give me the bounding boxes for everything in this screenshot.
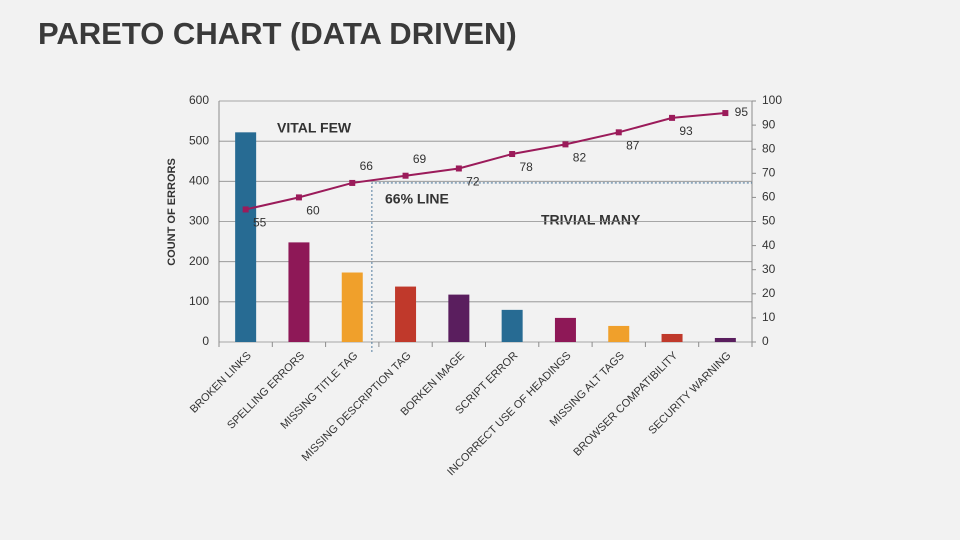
marker (349, 179, 356, 186)
y2-tick-label: 50 (762, 214, 776, 228)
x-tick-label: MISSING DESCRIPTION TAG (300, 350, 414, 464)
marker (455, 165, 462, 172)
bar (341, 272, 363, 342)
y2-tick-label: 10 (762, 310, 776, 324)
y2-tick-label: 20 (762, 286, 776, 300)
bar (608, 325, 630, 342)
line (245, 112, 726, 211)
bar (395, 286, 417, 342)
y2-tick-label: 60 (762, 190, 776, 204)
y2-tick-label: 30 (762, 262, 776, 276)
bar (448, 294, 470, 342)
marker (562, 141, 569, 148)
y-tick-label: 300 (189, 214, 209, 228)
chart-title: PARETO CHART (DATA DRIVEN) (38, 16, 517, 51)
marker (242, 206, 249, 213)
y2-tick-label: 100 (762, 93, 782, 107)
data-label: 66 (360, 159, 374, 173)
y-tick-label: 500 (189, 133, 209, 147)
bar (235, 132, 257, 342)
x-tick-label: BROWSER COMPATIBILITY (571, 349, 680, 458)
marker (509, 151, 516, 158)
y-axis-label: COUNT OF ERRORS (166, 158, 178, 266)
bar (661, 333, 683, 342)
data-label: 60 (306, 204, 320, 218)
annotation: TRIVIAL MANY (541, 212, 641, 228)
y2-tick-label: 70 (762, 165, 776, 179)
marker (669, 114, 676, 121)
marker (722, 110, 729, 117)
y-tick-label: 600 (189, 93, 209, 107)
data-label: 78 (519, 160, 533, 174)
marker (402, 172, 409, 179)
marker (615, 129, 622, 136)
bar (501, 309, 523, 342)
y2-tick-label: 90 (762, 117, 776, 131)
bar (288, 242, 310, 342)
bar (554, 317, 576, 342)
bar (714, 337, 736, 342)
annotation: VITAL FEW (277, 120, 352, 136)
marker (295, 194, 302, 201)
y2-tick-label: 40 (762, 238, 776, 252)
y2-tick-label: 0 (762, 334, 769, 348)
data-label: 93 (679, 124, 693, 138)
annotation: 66% LINE (385, 191, 449, 207)
y-tick-label: 200 (189, 254, 209, 268)
data-label: 87 (626, 139, 640, 153)
y-tick-label: 400 (189, 174, 209, 188)
y2-tick-label: 80 (762, 141, 776, 155)
data-label: 72 (466, 175, 480, 189)
data-label: 95 (735, 105, 749, 119)
y-tick-label: 100 (189, 294, 209, 308)
data-label: 82 (573, 151, 587, 165)
threshold-line (371, 182, 752, 352)
data-label: 69 (413, 152, 427, 166)
y-tick-label: 0 (202, 334, 209, 348)
data-label: 55 (253, 216, 267, 230)
